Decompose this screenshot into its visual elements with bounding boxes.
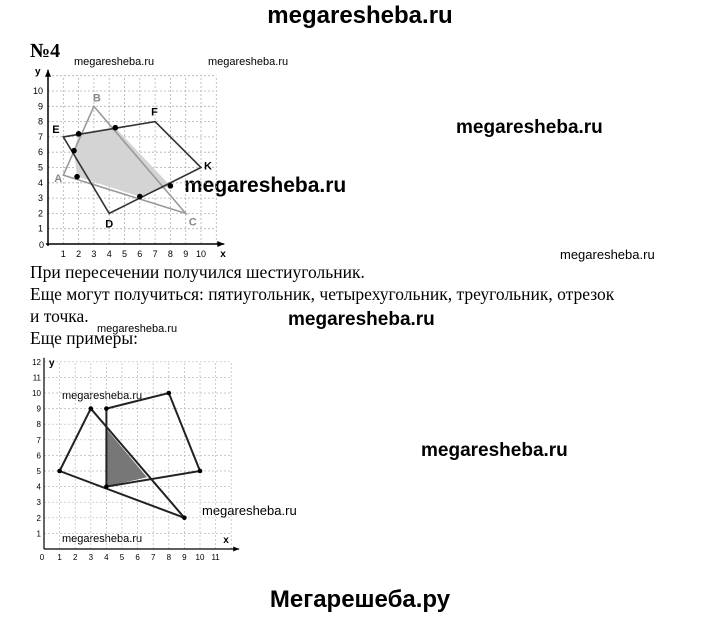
y-tick-label: 11 bbox=[33, 373, 42, 382]
vertex-label-a: A bbox=[54, 173, 62, 185]
y-axis-arrow bbox=[45, 69, 51, 77]
x-tick-label: 9 bbox=[183, 249, 188, 259]
task-number: №4 bbox=[30, 40, 61, 62]
x-axis-arrow bbox=[217, 241, 225, 247]
x-tick-label: 4 bbox=[104, 553, 109, 562]
site-footer-watermark: Мегарешеба.ру bbox=[269, 586, 451, 613]
x-axis-arrow bbox=[233, 546, 240, 552]
watermark: megaresheba.ru bbox=[74, 56, 155, 68]
x-tick-label: 3 bbox=[89, 553, 94, 562]
intersection-point bbox=[137, 193, 143, 200]
triangle-abc bbox=[62, 104, 189, 215]
x-tick-label: 8 bbox=[167, 553, 172, 562]
vertex-label-b: B bbox=[93, 92, 101, 104]
triangle bbox=[58, 406, 186, 519]
x-tick-label: 4 bbox=[107, 249, 112, 259]
intersection-point bbox=[75, 131, 82, 137]
y-tick-label: 8 bbox=[37, 420, 42, 429]
watermark: megaresheba.ru bbox=[421, 440, 568, 461]
y-tick-label: 5 bbox=[37, 467, 42, 476]
vertex-label-c: C bbox=[189, 216, 197, 228]
watermark: megaresheba.ru bbox=[456, 117, 603, 138]
vertex-point bbox=[104, 484, 109, 489]
vertex-point bbox=[166, 390, 172, 396]
x-tick-label: 11 bbox=[211, 553, 220, 562]
x-tick-label: 8 bbox=[168, 249, 173, 259]
vertex-label-k: K bbox=[204, 161, 212, 173]
y-tick-label: 10 bbox=[32, 389, 41, 398]
y-tick-label: 4 bbox=[38, 178, 43, 188]
hexagon-intersection bbox=[74, 127, 171, 197]
intersection-point bbox=[112, 124, 119, 131]
x-axis-label: x bbox=[220, 249, 226, 260]
y-tick-label: 4 bbox=[37, 483, 42, 492]
quadrilateral-efkd bbox=[62, 120, 203, 215]
vertex-point bbox=[197, 468, 203, 474]
x-tick-label: 1 bbox=[57, 553, 62, 562]
intersection-point bbox=[167, 183, 174, 189]
text-line-1: При пересечении получился шестиугольник. bbox=[30, 262, 365, 282]
x-tick-label: 10 bbox=[196, 553, 205, 562]
watermark: megaresheba.ru bbox=[202, 503, 297, 518]
y-tick-label: 3 bbox=[38, 193, 43, 203]
y-tick-label: 10 bbox=[33, 86, 43, 96]
origin-label: 0 bbox=[39, 240, 44, 250]
x-tick-label: 1 bbox=[61, 249, 66, 259]
x-tick-label: 6 bbox=[135, 553, 140, 562]
vertex-point bbox=[88, 406, 94, 411]
intersection-point bbox=[71, 147, 77, 154]
shaded-triangle-intersection bbox=[106, 428, 147, 487]
y-tick-label: 7 bbox=[37, 436, 42, 445]
y-tick-label: 7 bbox=[38, 132, 43, 142]
x-tick-label: 9 bbox=[182, 553, 187, 562]
x-tick-label: 3 bbox=[91, 249, 96, 259]
text-line-3: и точка. bbox=[30, 306, 89, 326]
y-tick-label: 2 bbox=[38, 208, 43, 218]
watermark: megaresheba.ru bbox=[97, 323, 178, 335]
y-tick-label: 8 bbox=[38, 117, 43, 127]
site-header-watermark: megaresheba.ru bbox=[267, 2, 453, 29]
x-tick-label: 2 bbox=[73, 553, 78, 562]
y-tick-label: 5 bbox=[38, 163, 43, 173]
intersection-point bbox=[74, 173, 80, 180]
y-tick-label: 6 bbox=[37, 451, 42, 460]
watermark: megaresheba.ru bbox=[560, 247, 655, 262]
y-tick-label: 12 bbox=[32, 358, 41, 367]
x-tick-label: 7 bbox=[153, 249, 158, 259]
vertex-label-d: D bbox=[105, 218, 113, 230]
x-tick-label: 5 bbox=[122, 249, 127, 259]
y-tick-label: 3 bbox=[37, 498, 42, 507]
y-tick-label: 1 bbox=[38, 224, 43, 234]
y-tick-label: 1 bbox=[37, 529, 42, 538]
vertex-label-f: F bbox=[151, 107, 158, 119]
watermark: megaresheba.ru bbox=[288, 309, 435, 330]
vertex-point bbox=[182, 515, 187, 521]
y-tick-label: 2 bbox=[37, 514, 42, 523]
watermark: megaresheba.ru bbox=[208, 56, 289, 68]
y-tick-label: 9 bbox=[37, 405, 42, 414]
x-tick-label: 2 bbox=[76, 249, 81, 259]
x-tick-label: 6 bbox=[137, 249, 142, 259]
origin-label: 0 bbox=[40, 553, 45, 562]
x-tick-label: 7 bbox=[151, 553, 156, 562]
vertex-label-e: E bbox=[52, 124, 59, 136]
text-line-2: Еще могут получиться: пятиугольник, четы… bbox=[30, 284, 615, 304]
text-line-4: Еще примеры: bbox=[30, 328, 138, 348]
x-tick-label: 5 bbox=[120, 553, 125, 562]
y-axis-label: y bbox=[49, 358, 55, 369]
y-tick-label: 6 bbox=[38, 147, 43, 157]
x-axis-label: x bbox=[223, 535, 229, 546]
vertex-point bbox=[104, 406, 109, 411]
watermark: megaresheba.ru bbox=[184, 174, 347, 197]
x-tick-label: 10 bbox=[196, 249, 206, 259]
vertex-point bbox=[57, 468, 62, 474]
y-tick-label: 9 bbox=[38, 101, 43, 111]
y-axis-label: y bbox=[35, 67, 41, 78]
